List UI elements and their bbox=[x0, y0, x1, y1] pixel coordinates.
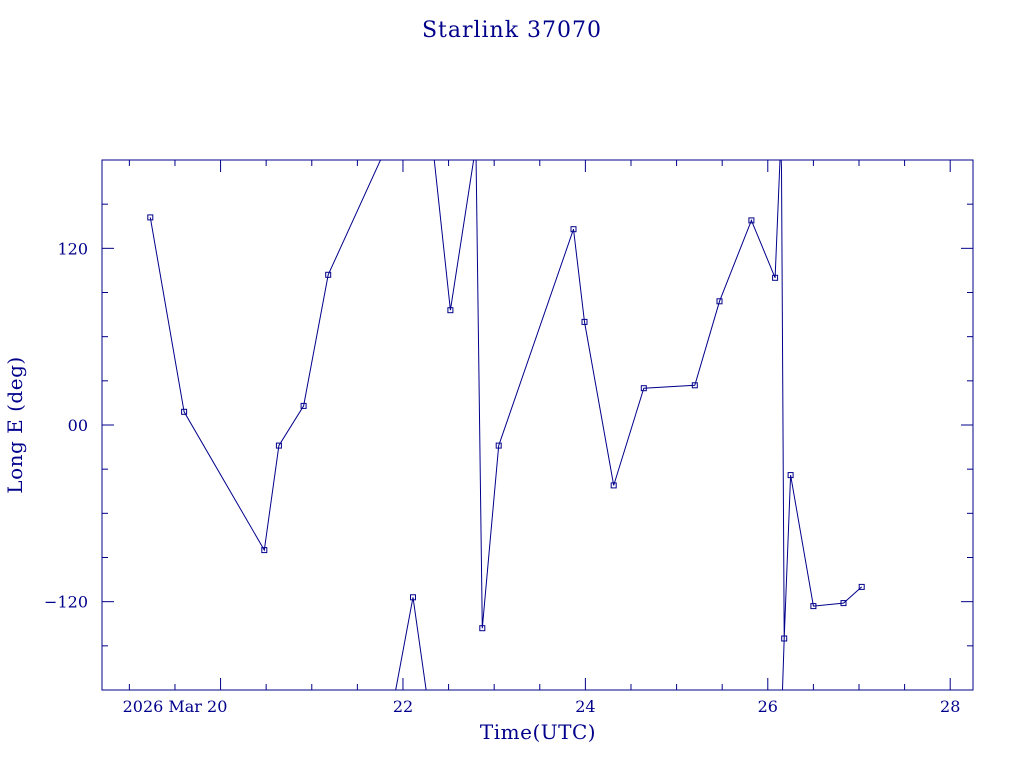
data-point bbox=[810, 603, 817, 610]
data-point bbox=[640, 385, 647, 392]
data-point bbox=[570, 226, 577, 233]
data-point bbox=[772, 274, 779, 281]
data-point bbox=[781, 635, 788, 642]
data-point bbox=[479, 625, 486, 632]
data-point bbox=[748, 217, 755, 224]
series-line bbox=[149, 160, 863, 639]
chart-title: Starlink 37070 bbox=[422, 18, 602, 43]
x-tick-label: 2026 Mar 20 bbox=[123, 697, 228, 716]
y-axis-label: Long E (deg) bbox=[3, 356, 27, 493]
data-point bbox=[261, 547, 268, 554]
x-tick-label: 22 bbox=[393, 697, 413, 716]
x-axis-label: Time(UTC) bbox=[480, 720, 596, 744]
y-tick-label: 120 bbox=[57, 239, 88, 258]
data-point bbox=[410, 594, 416, 601]
x-tick-label: 26 bbox=[758, 697, 778, 716]
data-point bbox=[275, 442, 282, 449]
plot-area bbox=[147, 160, 865, 690]
plot-frame bbox=[101, 159, 974, 691]
data-point bbox=[325, 271, 332, 278]
axis-ticks: 2026 Mar 20 22 24 26 28 120 00 −120 bbox=[44, 159, 973, 716]
data-point bbox=[581, 318, 588, 325]
data-point bbox=[300, 402, 307, 409]
data-point bbox=[181, 408, 188, 415]
x-tick-label: 24 bbox=[575, 697, 595, 716]
data-point bbox=[610, 482, 617, 489]
data-point bbox=[716, 298, 723, 305]
data-point bbox=[840, 600, 847, 607]
x-tick-label: 28 bbox=[940, 697, 960, 716]
series-line bbox=[395, 597, 427, 690]
y-tick-label: −120 bbox=[44, 593, 88, 612]
data-point bbox=[858, 583, 865, 590]
data-point bbox=[691, 382, 698, 389]
data-point bbox=[495, 442, 502, 449]
data-point bbox=[147, 214, 154, 221]
y-tick-label: 00 bbox=[68, 416, 88, 435]
data-point bbox=[787, 472, 794, 479]
series-line bbox=[781, 638, 785, 690]
data-point bbox=[447, 307, 454, 314]
